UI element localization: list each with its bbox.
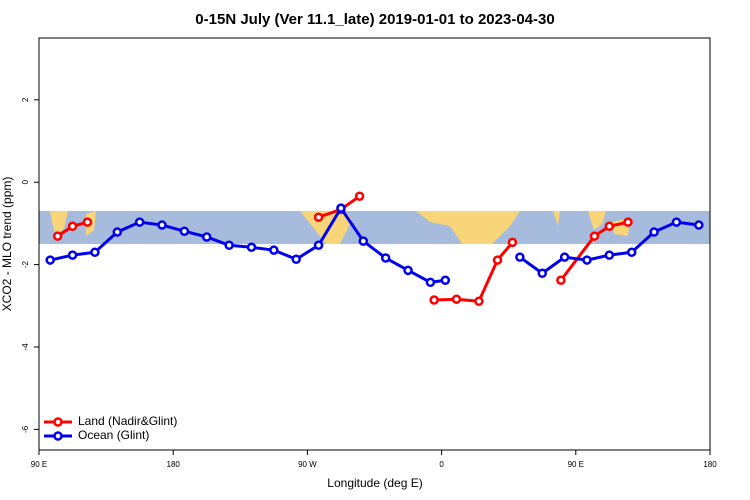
point <box>246 242 257 253</box>
point <box>537 268 547 279</box>
point <box>157 220 167 230</box>
point <box>336 203 346 213</box>
y-tick-label: -6 <box>21 425 30 433</box>
legend-label: Land (Nadir&Glint) <box>78 414 177 428</box>
point <box>559 252 570 262</box>
point <box>403 265 413 276</box>
point <box>429 295 439 305</box>
point <box>492 255 503 265</box>
point <box>112 227 123 237</box>
point <box>313 240 324 250</box>
x-tick-label: 180 <box>703 460 717 469</box>
point <box>626 247 637 257</box>
point <box>179 226 190 236</box>
point <box>52 231 63 241</box>
point <box>425 277 436 288</box>
point <box>134 217 145 227</box>
point <box>82 217 93 227</box>
point <box>45 255 55 265</box>
point <box>291 254 301 264</box>
point <box>67 221 78 232</box>
point <box>90 247 100 257</box>
point <box>440 275 451 286</box>
point <box>313 212 324 222</box>
point <box>474 296 484 307</box>
plot-frame <box>38 37 711 451</box>
y-tick-label: 0 <box>21 179 30 184</box>
point <box>451 294 462 304</box>
chart-title: 0-15N July (Ver 11.1_late) 2019-01-01 to… <box>195 11 554 28</box>
point <box>515 252 525 262</box>
y-tick-label: -2 <box>21 260 30 268</box>
point <box>507 237 518 248</box>
x-tick-label: 90 E <box>31 460 47 469</box>
point <box>202 232 212 242</box>
point <box>380 253 391 263</box>
y-axis-label: XCO2 - MLO trend (ppm) <box>0 177 14 312</box>
point <box>671 217 682 227</box>
point <box>589 231 600 241</box>
point <box>358 236 369 246</box>
point <box>67 250 78 260</box>
legend-label: Ocean (Glint) <box>78 428 149 442</box>
x-axis-label: Longitude (deg E) <box>327 476 422 490</box>
legend-marker <box>53 431 63 441</box>
point <box>649 227 659 237</box>
x-tick-label: 0 <box>439 460 444 469</box>
x-tick-label: 90 W <box>298 460 317 469</box>
point <box>224 240 234 250</box>
point <box>694 220 704 230</box>
x-tick-label: 90 E <box>568 460 584 469</box>
point <box>556 275 566 286</box>
legend-marker <box>53 417 63 427</box>
point <box>269 245 279 255</box>
point <box>623 217 633 227</box>
map-band <box>39 211 710 244</box>
point <box>604 250 615 260</box>
point <box>582 255 592 265</box>
point <box>604 221 615 232</box>
y-tick-label: 2 <box>21 97 30 102</box>
x-tick-label: 180 <box>167 460 181 469</box>
y-tick-label: -4 <box>21 343 30 351</box>
point <box>354 191 365 201</box>
